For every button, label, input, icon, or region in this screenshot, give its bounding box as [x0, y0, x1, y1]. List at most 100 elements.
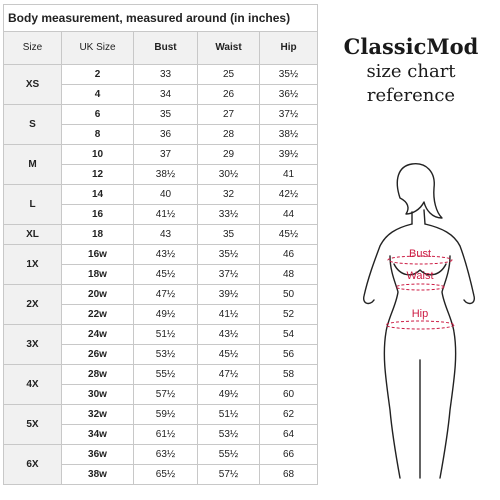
hip-cell: 44: [258, 204, 319, 225]
table-row: 4X 28w 55½ 47½ 58: [3, 364, 319, 405]
uk-size-cell: 38w: [61, 464, 134, 485]
hip-cell: 41: [258, 164, 319, 185]
figure-label-waist: Waist: [406, 270, 433, 282]
table-row: XL 18 43 35 45½: [3, 224, 319, 245]
size-label-cell: 5X: [3, 404, 62, 445]
brand-subtitle-line-2: reference: [366, 85, 456, 106]
size-chart-table: Body measurement, measured around (in in…: [2, 4, 319, 485]
bust-measure-line: [387, 255, 453, 265]
uk-size-cell: 16: [61, 204, 134, 225]
uk-size-cell: 32w: [61, 404, 134, 425]
size-label-cell: XL: [3, 224, 62, 245]
table-row: 12 38½ 30½ 41: [4, 164, 319, 185]
waist-cell: 37½: [197, 264, 260, 285]
table-row: 18w 45½ 37½ 48: [4, 264, 319, 285]
hip-cell: 66: [258, 444, 319, 465]
table-row: 4 34 26 36½: [4, 84, 319, 105]
hip-cell: 54: [258, 324, 319, 345]
uk-size-cell: 18: [61, 224, 134, 245]
hip-cell: 36½: [258, 84, 319, 105]
waist-cell: 28: [197, 124, 260, 145]
waist-cell: 41½: [197, 304, 260, 325]
bust-cell: 65½: [133, 464, 198, 485]
table-row: 30w 57½ 49½ 60: [4, 384, 319, 405]
bust-cell: 61½: [133, 424, 198, 445]
figure-neck: [411, 209, 426, 225]
uk-size-cell: 30w: [61, 384, 134, 405]
table-row: S 6 35 27 37½: [3, 104, 319, 145]
brand-title: ClassicMod: [343, 34, 479, 59]
size-label-cell: S: [3, 104, 62, 145]
figure-right-arm: [424, 223, 476, 305]
hip-cell: 39½: [258, 144, 319, 165]
uk-size-cell: 8: [61, 124, 134, 145]
body-figure-illustration: Bust Waist Hip: [362, 163, 476, 479]
size-label-cell: L: [3, 184, 62, 225]
waist-cell: 55½: [197, 444, 260, 465]
waist-cell: 35: [197, 224, 260, 245]
waist-cell: 32: [197, 184, 260, 205]
table-row: 5X 32w 59½ 51½ 62: [3, 404, 319, 445]
uk-size-cell: 34w: [61, 424, 134, 445]
header-waist: Waist: [197, 31, 260, 65]
hip-cell: 56: [258, 344, 319, 365]
table-row: L 14 40 32 42½: [3, 184, 319, 225]
bust-cell: 41½: [133, 204, 198, 225]
bust-cell: 34: [133, 84, 198, 105]
table-row: 3X 24w 51½ 43½ 54: [3, 324, 319, 365]
bust-cell: 63½: [133, 444, 198, 465]
uk-size-cell: 24w: [61, 324, 134, 345]
uk-size-cell: 6: [61, 104, 134, 125]
figure-label-bust: Bust: [409, 248, 431, 260]
bust-cell: 45½: [133, 264, 198, 285]
hip-cell: 68: [258, 464, 319, 485]
hip-cell: 62: [258, 404, 319, 425]
waist-cell: 53½: [197, 424, 260, 445]
size-label-cell: 2X: [3, 284, 62, 325]
uk-size-cell: 16w: [61, 244, 134, 265]
brand-subtitle-line-1: size chart: [366, 61, 456, 82]
size-label-cell: 3X: [3, 324, 62, 365]
uk-size-cell: 22w: [61, 304, 134, 325]
uk-size-cell: 20w: [61, 284, 134, 305]
hip-cell: 52: [258, 304, 319, 325]
hip-cell: 37½: [258, 104, 319, 125]
table-row: 34w 61½ 53½ 64: [4, 424, 319, 445]
bust-cell: 55½: [133, 364, 198, 385]
bust-cell: 38½: [133, 164, 198, 185]
waist-cell: 33½: [197, 204, 260, 225]
hip-cell: 45½: [258, 224, 319, 245]
header-bust: Bust: [133, 31, 198, 65]
table-row: XS 2 33 25 35½: [3, 64, 319, 105]
waist-cell: 25: [197, 64, 260, 85]
waist-cell: 35½: [197, 244, 260, 265]
uk-size-cell: 14: [61, 184, 134, 205]
hip-cell: 35½: [258, 64, 319, 85]
bust-cell: 43½: [133, 244, 198, 265]
waist-cell: 27: [197, 104, 260, 125]
size-label-cell: 6X: [3, 444, 62, 485]
table-row: M 10 37 29 39½: [3, 144, 319, 185]
header-uk-size: UK Size: [61, 31, 134, 65]
figure-bust: [393, 263, 447, 276]
uk-size-cell: 2: [61, 64, 134, 85]
table-body: XS 2 33 25 35½ 4 34 26 36½ S 6 35 27 37½ 8 36 28 38½ M 10 37…: [3, 64, 319, 485]
uk-size-cell: 4: [61, 84, 134, 105]
waist-cell: 39½: [197, 284, 260, 305]
waist-cell: 47½: [197, 364, 260, 385]
table-row: 2X 20w 47½ 39½ 50: [3, 284, 319, 325]
waist-cell: 29: [197, 144, 260, 165]
table-title: Body measurement, measured around (in in…: [2, 4, 319, 32]
waist-cell: 26: [197, 84, 260, 105]
table-row: 1X 16w 43½ 35½ 46: [3, 244, 319, 285]
uk-size-cell: 28w: [61, 364, 134, 385]
hip-measure-line: [385, 320, 455, 330]
hip-cell: 38½: [258, 124, 319, 145]
hip-cell: 58: [258, 364, 319, 385]
figure-head: [396, 163, 443, 219]
bust-cell: 40: [133, 184, 198, 205]
uk-size-cell: 26w: [61, 344, 134, 365]
hip-cell: 64: [258, 424, 319, 445]
figure-left-arm: [362, 223, 413, 305]
uk-size-cell: 10: [61, 144, 134, 165]
